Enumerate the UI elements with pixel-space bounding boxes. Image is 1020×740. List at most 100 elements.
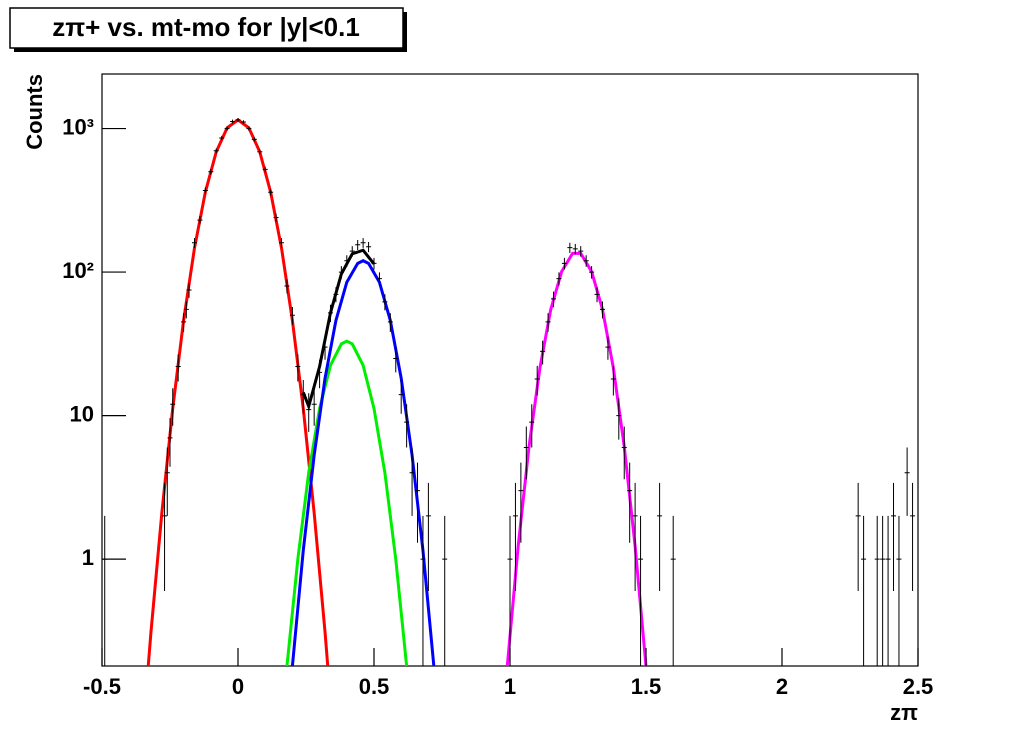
- data-point: [910, 482, 916, 591]
- data-point: [295, 354, 301, 382]
- chart-title: zπ+ vs. mt-mo for |y|<0.1: [52, 12, 360, 42]
- data-point: [349, 246, 355, 257]
- y-tick-label: 1: [82, 545, 94, 570]
- data-point: [896, 515, 902, 666]
- data-point: [420, 515, 426, 666]
- data-point: [382, 294, 388, 311]
- x-tick-label: 0.5: [359, 674, 390, 699]
- data-point: [181, 313, 187, 332]
- data-point: [551, 291, 557, 308]
- data-point: [657, 482, 663, 591]
- data-point: [523, 426, 529, 480]
- data-point: [885, 515, 891, 666]
- data-point: [327, 304, 333, 323]
- data-point: [578, 246, 584, 257]
- data-point: [246, 126, 252, 131]
- title-box: [9, 7, 404, 49]
- data-point: [442, 515, 448, 666]
- data-point: [621, 426, 627, 480]
- data-point: [300, 380, 306, 414]
- data-point: [567, 242, 573, 254]
- data-point: [409, 447, 415, 516]
- data-point: [540, 340, 546, 365]
- data-point: [545, 313, 551, 332]
- data-point: [874, 515, 880, 666]
- data-point: [861, 515, 867, 666]
- data-point: [518, 462, 524, 543]
- data-point: [415, 462, 421, 543]
- y-tick-label: 10: [70, 401, 94, 426]
- data-point: [344, 255, 350, 267]
- data-point: [632, 482, 638, 591]
- y-tick-label: 10²: [62, 258, 94, 283]
- fit-curve: [505, 251, 648, 666]
- data-point: [311, 388, 317, 426]
- data-point: [507, 515, 513, 666]
- data-point: [219, 135, 225, 141]
- data-point: [235, 118, 241, 122]
- data-point: [599, 301, 605, 319]
- data-point: [638, 515, 644, 666]
- x-tick-label: 0: [232, 674, 244, 699]
- x-axis-label: zπ: [890, 700, 918, 725]
- y-tick-label: 10³: [62, 114, 94, 139]
- data-point: [170, 388, 176, 426]
- data-point: [371, 257, 377, 270]
- data-point: [230, 119, 236, 124]
- data-point: [240, 120, 246, 124]
- x-tick-label: 1.5: [631, 674, 662, 699]
- data-point: [355, 239, 361, 250]
- x-tick-label: -0.5: [83, 674, 121, 699]
- x-tick-label: 1: [504, 674, 516, 699]
- data-point: [322, 336, 328, 360]
- data-point: [605, 336, 611, 360]
- data-point: [404, 404, 410, 448]
- data-point: [213, 148, 219, 154]
- data-point: [393, 347, 399, 373]
- fit-curve: [290, 259, 436, 666]
- data-point: [257, 149, 263, 155]
- data-point: [891, 482, 897, 591]
- data-point: [512, 482, 518, 591]
- x-tick-label: 2: [776, 674, 788, 699]
- data-point: [183, 301, 189, 319]
- data-point: [366, 241, 372, 253]
- data-point: [162, 482, 168, 591]
- data-point: [333, 287, 339, 303]
- data-point: [627, 462, 633, 543]
- data-point: [534, 365, 540, 396]
- data-point: [197, 216, 203, 225]
- data-point: [589, 266, 595, 279]
- data-point: [670, 515, 676, 666]
- data-point: [425, 482, 431, 591]
- data-point: [208, 169, 214, 175]
- data-point: [167, 418, 173, 467]
- data-point: [317, 359, 323, 389]
- data-point: [556, 272, 562, 286]
- data-point: [164, 447, 170, 516]
- data-point: [175, 354, 181, 382]
- data-point: [387, 313, 393, 332]
- data-point: [572, 243, 578, 255]
- data-point: [268, 189, 274, 196]
- data-point: [262, 166, 268, 173]
- data-point: [583, 255, 589, 267]
- data-layer: [102, 118, 916, 666]
- data-point: [284, 279, 290, 294]
- data-point: [279, 238, 285, 248]
- y-axis-label: Counts: [22, 74, 47, 150]
- data-point: [224, 126, 230, 131]
- data-point: [616, 398, 622, 440]
- x-tick-label: 2.5: [903, 674, 934, 699]
- data-point: [186, 283, 192, 298]
- data-point: [610, 365, 616, 396]
- data-point: [202, 187, 208, 194]
- data-point: [191, 238, 197, 248]
- data-point: [904, 447, 910, 516]
- data-point: [561, 257, 567, 270]
- data-point: [338, 266, 344, 279]
- data-point: [273, 213, 279, 222]
- data-point: [398, 380, 404, 414]
- data-point: [376, 272, 382, 286]
